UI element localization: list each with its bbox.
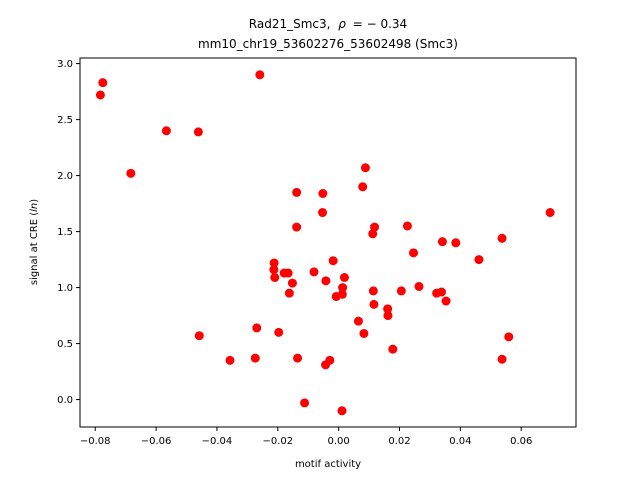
data-point [283,268,293,278]
data-point [396,286,406,296]
data-point [318,208,328,218]
y-tick-label: 1.0 [57,283,73,294]
data-point [337,406,347,416]
data-point [274,327,284,337]
data-point [328,256,338,266]
data-point [497,354,507,364]
data-point [309,267,319,277]
x-tick-label: −0.06 [141,436,172,447]
data-point [497,233,507,243]
data-point [284,288,294,298]
title-prefix: Rad21_Smc3, [249,17,331,31]
data-point [437,237,447,247]
data-point [451,238,461,248]
data-point [358,182,368,192]
data-point [437,287,447,297]
y-axis-label: signal at CRE (ln) [29,199,40,285]
data-point [383,311,393,321]
y-tick-label: 0.5 [57,339,73,350]
data-point [337,289,347,299]
data-point [269,258,279,268]
title-rho-value: = − 0.34 [353,17,407,31]
data-point [474,255,484,265]
data-point [339,272,349,282]
data-point [338,283,348,293]
data-points [95,70,555,416]
data-point [300,398,310,408]
title-rho: ρ [338,17,346,31]
data-point [126,168,136,178]
data-point [95,90,105,100]
data-point [360,163,370,173]
data-point [193,127,203,137]
data-point [293,353,303,363]
data-point [161,126,171,136]
x-tick-label: −0.04 [202,436,233,447]
data-point [402,221,412,231]
data-point [287,278,297,288]
x-tick-label: 0.02 [388,436,410,447]
data-point [388,344,398,354]
data-point [250,353,260,363]
data-point [441,296,451,306]
y-tick-label: 2.0 [57,171,73,182]
data-point [318,189,328,199]
chart-title-line-1: Rad21_Smc3, ρ = − 0.34 [249,17,407,31]
y-axis-ticks: 0.0 0.5 1.0 1.5 2.0 2.5 3.0 [57,59,80,406]
data-point [383,304,393,314]
data-point [255,70,265,80]
data-point [325,355,335,365]
data-point [225,355,235,365]
data-point [359,328,369,338]
data-point [270,272,280,282]
data-point [370,222,380,232]
y-tick-label: 0.0 [57,395,73,406]
y-tick-label: 2.5 [57,115,73,126]
data-point [98,78,108,88]
x-axis-ticks: −0.08 −0.06 −0.04 −0.02 0.00 0.02 0.04 0.06 [80,427,532,447]
data-point [409,248,419,258]
data-point [414,281,424,291]
x-tick-label: −0.02 [262,436,293,447]
x-tick-label: 0.06 [510,436,532,447]
y-tick-label: 1.5 [57,227,73,238]
y-axis-label-prefix: signal at CRE ( [29,212,40,285]
y-axis-label-suffix: ) [29,199,40,203]
y-tick-label: 3.0 [57,59,73,70]
plot-area-frame [79,57,577,428]
y-axis-label-italic: ln [29,203,40,212]
data-point [368,286,378,296]
x-tick-label: 0.04 [449,436,471,447]
data-point [353,316,363,326]
data-point [545,208,555,218]
data-point [252,323,262,333]
data-point [194,331,204,341]
data-point [504,332,514,342]
x-tick-label: −0.08 [80,436,111,447]
data-point [369,299,379,309]
data-point [321,276,331,286]
data-point [292,187,302,197]
data-point [292,222,302,232]
data-point [269,265,279,275]
x-axis-label: motif activity [295,459,361,470]
x-tick-label: 0.00 [328,436,350,447]
chart-title-line-2: mm10_chr19_53602276_53602498 (Smc3) [198,37,458,51]
